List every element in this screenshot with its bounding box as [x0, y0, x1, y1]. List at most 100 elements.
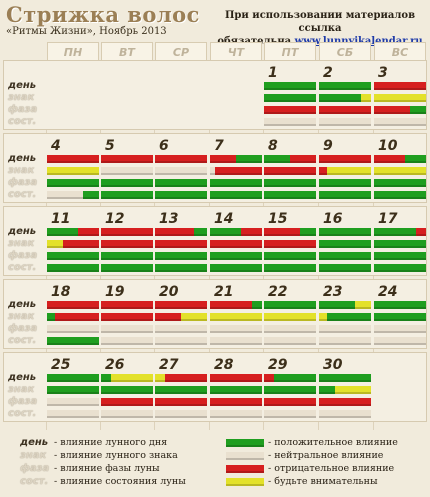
day-number[interactable]: 16: [323, 211, 343, 227]
day-number[interactable]: 29: [268, 357, 288, 373]
row-label-day: день: [8, 299, 37, 310]
influence-bar-day: [210, 301, 252, 309]
influence-bar-phase: [101, 179, 153, 187]
influence-bar-state: [319, 410, 371, 418]
legend-swatch: [226, 439, 264, 447]
day-number[interactable]: 11: [51, 211, 71, 227]
row-label-phase: фаза: [8, 177, 38, 188]
weekday-header: ВТ: [101, 42, 153, 62]
website-link[interactable]: www.lunnyjkalendar.ru: [295, 36, 423, 47]
influence-bar-sign: [327, 313, 371, 321]
influence-bar-state: [319, 191, 371, 199]
day-number[interactable]: 13: [159, 211, 179, 227]
legend-label: знак: [20, 450, 47, 461]
row-label-sign: знак: [8, 311, 35, 322]
day-number[interactable]: 1: [268, 65, 278, 81]
day-number[interactable]: 30: [323, 357, 343, 373]
row-label-phase: фаза: [8, 104, 38, 115]
row-label-day: день: [8, 372, 37, 383]
influence-bar-state: [264, 118, 316, 126]
page-subtitle: «Ритмы Жизни», Ноябрь 2013: [6, 26, 167, 37]
day-number[interactable]: 12: [105, 211, 125, 227]
influence-bar-sign: [101, 167, 153, 175]
legend-description: - будьте внимательны: [268, 476, 378, 487]
influence-bar-day: [405, 155, 426, 163]
influence-bar-state: [374, 118, 426, 126]
influence-bar-sign: [63, 240, 99, 248]
day-number[interactable]: 25: [51, 357, 71, 373]
day-number[interactable]: 26: [105, 357, 125, 373]
influence-bar-phase: [210, 179, 262, 187]
influence-bar-day: [264, 155, 290, 163]
influence-bar-state: [155, 410, 207, 418]
day-number[interactable]: 24: [378, 284, 398, 300]
day-number[interactable]: 2: [323, 65, 333, 81]
influence-bar-day: [290, 155, 316, 163]
influence-bar-day: [111, 374, 153, 382]
day-number[interactable]: 17: [378, 211, 398, 227]
influence-bar-state: [210, 410, 262, 418]
day-number[interactable]: 14: [214, 211, 234, 227]
day-number[interactable]: 19: [105, 284, 125, 300]
influence-bar-phase: [264, 179, 316, 187]
day-number[interactable]: 21: [214, 284, 234, 300]
influence-bar-day: [165, 374, 207, 382]
influence-bar-phase: [410, 106, 426, 114]
legend-label: день: [20, 437, 49, 448]
influence-bar-state: [101, 264, 153, 272]
influence-bar-sign: [374, 94, 426, 102]
influence-bar-day: [210, 374, 262, 382]
legend-description: - влияние состояния луны: [54, 476, 186, 487]
influence-bar-phase: [374, 106, 410, 114]
influence-bar-phase: [155, 325, 207, 333]
day-number[interactable]: 5: [105, 138, 115, 154]
row-label-sign: знак: [8, 165, 35, 176]
influence-bar-sign: [101, 386, 153, 394]
legend-description: - отрицательное влияние: [268, 463, 395, 474]
legend-description: - влияние лунного дня: [54, 437, 168, 448]
influence-bar-day: [101, 155, 153, 163]
day-number[interactable]: 4: [51, 138, 61, 154]
influence-bar-day: [155, 374, 165, 382]
day-number[interactable]: 28: [214, 357, 234, 373]
influence-bar-state: [210, 337, 262, 345]
day-number[interactable]: 9: [323, 138, 333, 154]
influence-bar-sign: [319, 167, 327, 175]
day-number[interactable]: 23: [323, 284, 343, 300]
influence-bar-state: [47, 410, 99, 418]
influence-bar-state: [264, 191, 316, 199]
day-number[interactable]: 8: [268, 138, 278, 154]
day-number[interactable]: 6: [159, 138, 169, 154]
day-number[interactable]: 15: [268, 211, 288, 227]
day-number[interactable]: 27: [159, 357, 179, 373]
influence-bar-day: [355, 301, 371, 309]
weekday-header: ВС: [374, 42, 426, 62]
influence-bar-phase: [101, 252, 153, 260]
legend-description: - нейтральное влияние: [268, 450, 384, 461]
influence-bar-day: [155, 155, 207, 163]
influence-bar-phase: [47, 398, 99, 406]
influence-bar-state: [264, 264, 316, 272]
influence-bar-sign: [264, 167, 316, 175]
legend-label: сост.: [20, 476, 49, 487]
day-number[interactable]: 22: [268, 284, 288, 300]
day-number[interactable]: 18: [51, 284, 71, 300]
influence-bar-day: [101, 301, 153, 309]
influence-bar-state: [47, 191, 83, 199]
day-number[interactable]: 10: [378, 138, 398, 154]
influence-bar-day: [47, 228, 78, 236]
day-number[interactable]: 20: [159, 284, 179, 300]
influence-bar-state: [155, 337, 207, 345]
row-label-phase: фаза: [8, 323, 38, 334]
influence-bar-sign: [335, 386, 371, 394]
influence-bar-phase: [155, 252, 207, 260]
influence-bar-state: [264, 337, 316, 345]
influence-bar-sign: [47, 240, 63, 248]
influence-bar-state: [47, 337, 99, 345]
influence-bar-phase: [319, 106, 371, 114]
copyright-notice: При использовании материалов ссылка обяз…: [214, 9, 426, 48]
day-number[interactable]: 3: [378, 65, 388, 81]
influence-bar-sign: [264, 313, 316, 321]
day-number[interactable]: 7: [214, 138, 224, 154]
influence-bar-phase: [47, 325, 99, 333]
